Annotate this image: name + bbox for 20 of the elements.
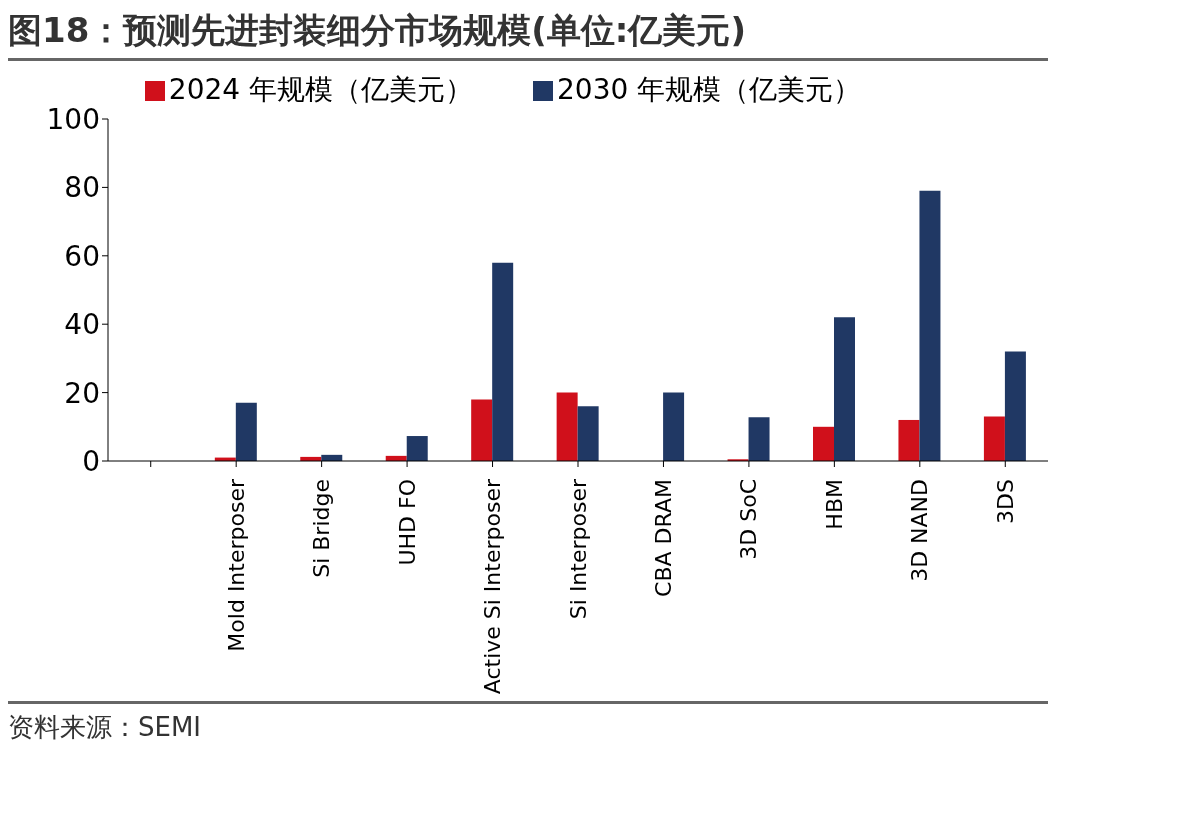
legend-label: 2024 年规模（亿美元） <box>168 73 473 106</box>
x-tick-label: CBA DRAM <box>650 479 676 597</box>
y-tick-label: 100 <box>46 102 100 136</box>
x-tick-label: Active Si Interposer <box>480 478 506 695</box>
y-tick-label: 20 <box>64 376 100 410</box>
x-tick-label: Mold Interposer <box>223 478 249 652</box>
x-tick-label: 3DS <box>992 479 1018 524</box>
x-tick-label: Si Bridge <box>309 479 335 578</box>
x-tick-label: UHD FO <box>394 479 420 566</box>
x-tick-label: HBM <box>821 479 847 530</box>
legend-label: 2030 年规模（亿美元） <box>557 73 862 106</box>
x-tick-label: Si Interposer <box>565 478 591 620</box>
y-tick-label: 60 <box>64 239 100 273</box>
y-tick-label: 80 <box>64 171 100 205</box>
chart-title: 图18：预测先进封装细分市场规模(单位:亿美元) <box>8 8 1048 61</box>
y-tick-label: 40 <box>64 308 100 342</box>
text: 资料来源：SEMI <box>8 711 203 744</box>
y-tick-label: 0 <box>82 444 100 478</box>
x-tick-label: 3D NAND <box>907 479 933 582</box>
x-tick-label: 3D SoC <box>736 479 762 560</box>
